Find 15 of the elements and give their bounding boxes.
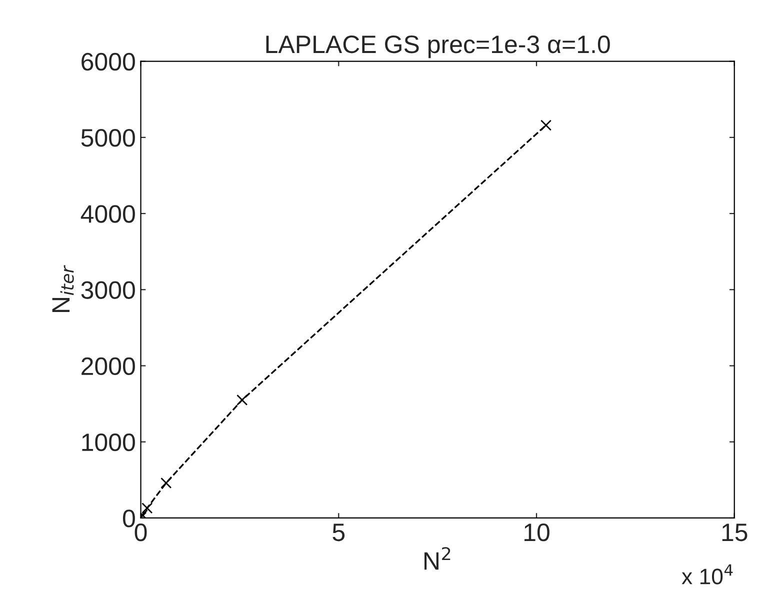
x-tick-label: 10 — [524, 524, 550, 542]
chart-title: LAPLACE GS prec=1e-3 α=1.0 — [266, 36, 610, 58]
x-tick-label: 0 — [134, 524, 147, 542]
y-axis-title: N$_{iter}$ — [52, 265, 74, 312]
y-tick-label: 6000 — [82, 52, 135, 71]
text: x 10$^{4}$ — [682, 564, 733, 584]
y-tick-label: 0 — [123, 510, 135, 528]
y-tick-label: 3000 — [81, 281, 135, 299]
x-axis-title: N$^{2}$ — [424, 547, 450, 570]
x-tick-label: 15 — [722, 524, 748, 542]
y-tick-label: 5000 — [81, 129, 135, 147]
y-tick-label: 4000 — [80, 205, 135, 223]
y-tick-label: 1000 — [82, 433, 135, 452]
x-tick-label: 5 — [332, 524, 345, 542]
y-tick-label: 2000 — [82, 357, 135, 376]
